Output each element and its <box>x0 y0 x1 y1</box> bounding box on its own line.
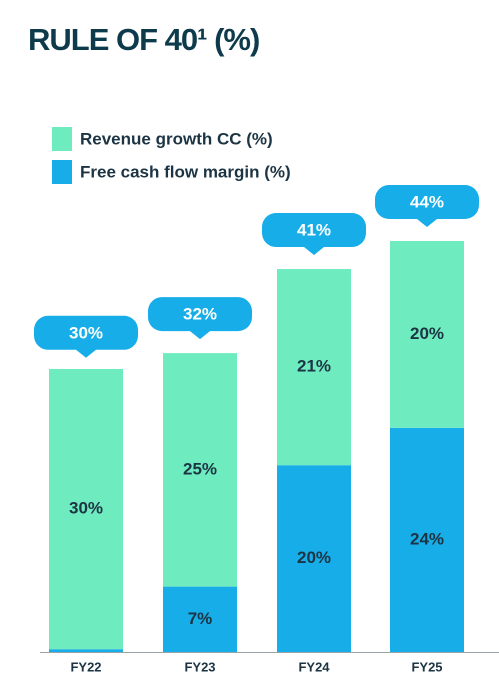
bar-segment <box>277 269 351 466</box>
total-callout <box>375 185 479 227</box>
x-tick-label: FY25 <box>411 659 442 674</box>
total-callout <box>148 297 252 340</box>
bar-value-label: 21% <box>297 357 331 376</box>
bar-value-label: 24% <box>410 529 444 548</box>
bar-value-label: 30% <box>69 499 103 518</box>
total-label: 41% <box>297 221 331 240</box>
x-tick-label: FY24 <box>298 659 330 674</box>
bar-value-label: 25% <box>183 459 217 478</box>
bar-value-label: 20% <box>410 324 444 343</box>
legend-swatch <box>52 127 72 151</box>
bar-segment <box>163 353 237 587</box>
x-tick-label: FY23 <box>184 659 215 674</box>
bar-value-label: 7% <box>188 609 213 628</box>
bar-segment <box>390 427 464 652</box>
legend-label: Revenue growth CC (%) <box>80 129 273 148</box>
legend-swatch <box>52 160 72 184</box>
total-label: 44% <box>410 192 444 211</box>
bar-segment <box>390 241 464 428</box>
total-callout <box>262 213 366 256</box>
bar-value-label: 20% <box>297 548 331 567</box>
bar-segment <box>49 368 123 650</box>
chart-title: RULE OF 40¹ (%) <box>28 22 259 57</box>
total-label: 30% <box>69 323 103 342</box>
bar-segment <box>163 586 237 652</box>
legend-label: Free cash flow margin (%) <box>80 162 291 181</box>
bar-segment <box>277 465 351 652</box>
x-tick-label: FY22 <box>70 659 101 674</box>
bar-segment <box>49 649 123 652</box>
total-label: 32% <box>183 305 217 324</box>
total-callout <box>34 315 138 358</box>
